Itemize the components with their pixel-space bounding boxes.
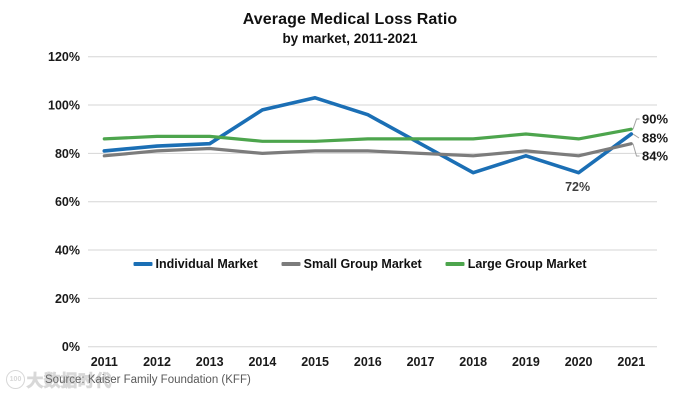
legend-label: Individual Market: [155, 257, 258, 271]
x-axis-tick-label: 2017: [407, 355, 435, 369]
y-axis-tick-label: 120%: [48, 50, 80, 64]
large-group-market-line-swatch: [445, 262, 465, 266]
x-axis-tick-label: 2013: [196, 355, 224, 369]
chart-title: Average Medical Loss Ratio: [242, 11, 458, 28]
large-group-market-line: [102, 127, 633, 143]
y-axis-tick-label: 40%: [55, 244, 80, 258]
small-group-market-line-swatch: [281, 262, 301, 266]
data-point-annotation: 72%: [565, 180, 590, 194]
chart-header: Average Medical Loss Ratio by market, 20…: [0, 10, 700, 47]
y-axis-tick-label: 80%: [55, 147, 80, 161]
end-label-leader-line: [632, 143, 640, 157]
x-axis-tick-label: 2011: [91, 355, 118, 369]
chart-legend: Individual Market Small Group Market Lar…: [133, 257, 587, 271]
series-end-value-label: 88%: [642, 131, 668, 146]
legend-item-individual-market: Individual Market: [133, 257, 258, 271]
x-axis-tick-label: 2012: [143, 355, 171, 369]
series-end-value-label: 90%: [642, 112, 668, 127]
series-end-value-label: 84%: [642, 149, 668, 164]
y-axis-tick-label: 60%: [55, 195, 80, 209]
legend-item-small-group-market: Small Group Market: [281, 257, 422, 271]
x-axis-tick-label: 2015: [301, 355, 329, 369]
source-note: Source: Kaiser Family Foundation (KFF): [45, 374, 251, 386]
end-label-leader-line: [632, 118, 640, 130]
x-axis-tick-label: 2021: [617, 355, 645, 369]
end-label-leader-line: [632, 133, 640, 139]
chart-subtitle: by market, 2011-2021: [282, 31, 418, 46]
x-axis-tick-label: 2020: [565, 355, 593, 369]
individual-market-line: [102, 96, 634, 175]
legend-label: Small Group Market: [303, 257, 422, 271]
legend-label: Large Group Market: [467, 257, 587, 271]
y-axis-tick-label: 0%: [62, 340, 80, 354]
small-group-market-line: [102, 142, 633, 158]
legend-item-large-group-market: Large Group Market: [445, 257, 587, 271]
x-axis-tick-label: 2016: [354, 355, 382, 369]
x-axis-tick-label: 2019: [512, 355, 540, 369]
x-axis-tick-label: 2014: [248, 355, 276, 369]
y-axis-tick-label: 100%: [48, 99, 80, 113]
individual-market-line-swatch: [133, 262, 153, 266]
y-axis-tick-label: 20%: [55, 292, 80, 306]
x-axis-tick-label: 2018: [459, 355, 487, 369]
